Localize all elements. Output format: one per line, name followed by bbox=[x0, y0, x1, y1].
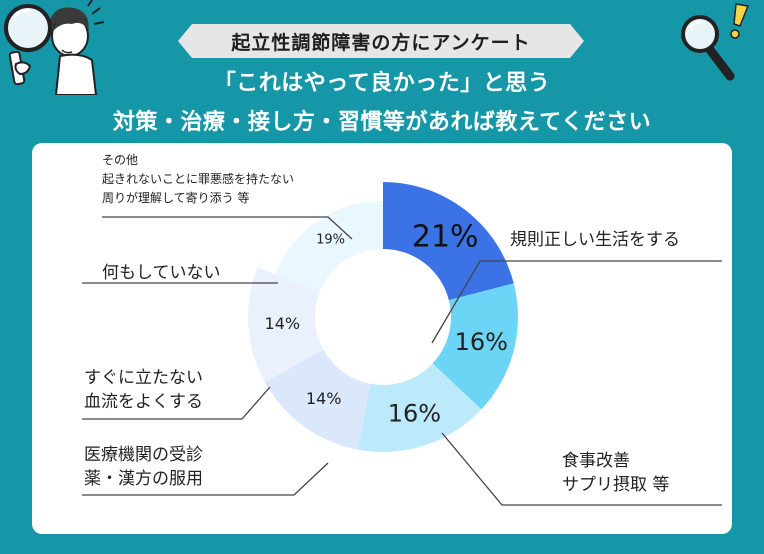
leader-line bbox=[431, 260, 722, 344]
headline-line-1: 「これはやって良かった」と思う bbox=[213, 71, 551, 96]
slice-percent-label: 19% bbox=[316, 232, 345, 247]
slice-percent-label: 14% bbox=[306, 389, 342, 408]
label-line: 薬・漢方の服用 bbox=[84, 469, 203, 489]
leader-line bbox=[102, 216, 353, 240]
slice-percent-label: 21% bbox=[412, 219, 479, 254]
leader-line bbox=[441, 432, 722, 506]
label-medical-visit: 医療機関の受診 薬・漢方の服用 bbox=[84, 443, 203, 491]
donut-chart: 21% 16% 16% 14% 14% 19% bbox=[82, 182, 722, 506]
leader-line bbox=[82, 462, 329, 496]
magnifier-icon bbox=[681, 15, 735, 81]
label-line: 血流をよくする bbox=[84, 392, 203, 412]
donut-slice bbox=[432, 283, 518, 410]
chart-card: 21% 16% 16% 14% 14% 19% 規則正しい生活をする 食事改善 サプリ摂取… bbox=[32, 143, 732, 534]
label-regular-lifestyle: 規則正しい生活をする bbox=[510, 228, 680, 252]
label-line: その他 bbox=[102, 153, 139, 167]
leader-line bbox=[82, 386, 271, 420]
label-line: すぐに立たない bbox=[84, 368, 203, 388]
slice-percent-label: 14% bbox=[265, 314, 301, 333]
label-other: その他 起きれないことに罪悪感を持たない 周りが理解して寄り添う 等 bbox=[102, 151, 294, 208]
person-with-magnifier-icon bbox=[4, 0, 105, 95]
label-line: 食事改善 bbox=[562, 451, 630, 471]
label-line: 起きれないことに罪悪感を持たない bbox=[102, 172, 295, 186]
banner-title: 起立性調節障害の方にアンケート bbox=[231, 31, 531, 54]
label-line: サプリ摂取 等 bbox=[562, 475, 670, 495]
label-nothing: 何もしていない bbox=[102, 261, 221, 285]
survey-banner: 起立性調節障害の方にアンケート bbox=[178, 24, 584, 58]
label-stand-slowly: すぐに立たない 血流をよくする bbox=[84, 366, 203, 414]
donut-slice bbox=[357, 363, 482, 452]
donut-slice bbox=[264, 349, 371, 450]
exclamation-icon bbox=[730, 3, 750, 39]
label-line: 規則正しい生活をする bbox=[510, 230, 680, 250]
label-diet-improvement: 食事改善 サプリ摂取 等 bbox=[562, 449, 669, 497]
headline-line-2: 対策・治療・接し方・習慣等があれば教えてください bbox=[112, 110, 652, 135]
label-line: 周りが理解して寄り添う 等 bbox=[102, 191, 250, 205]
label-line: 医療機関の受診 bbox=[84, 445, 203, 465]
donut-slice bbox=[383, 182, 514, 301]
slice-percent-label: 16% bbox=[388, 400, 441, 428]
slice-percent-label: 16% bbox=[455, 328, 508, 356]
donut-slice bbox=[248, 267, 324, 383]
donut-slice bbox=[275, 200, 383, 292]
label-line: 何もしていない bbox=[102, 263, 221, 283]
